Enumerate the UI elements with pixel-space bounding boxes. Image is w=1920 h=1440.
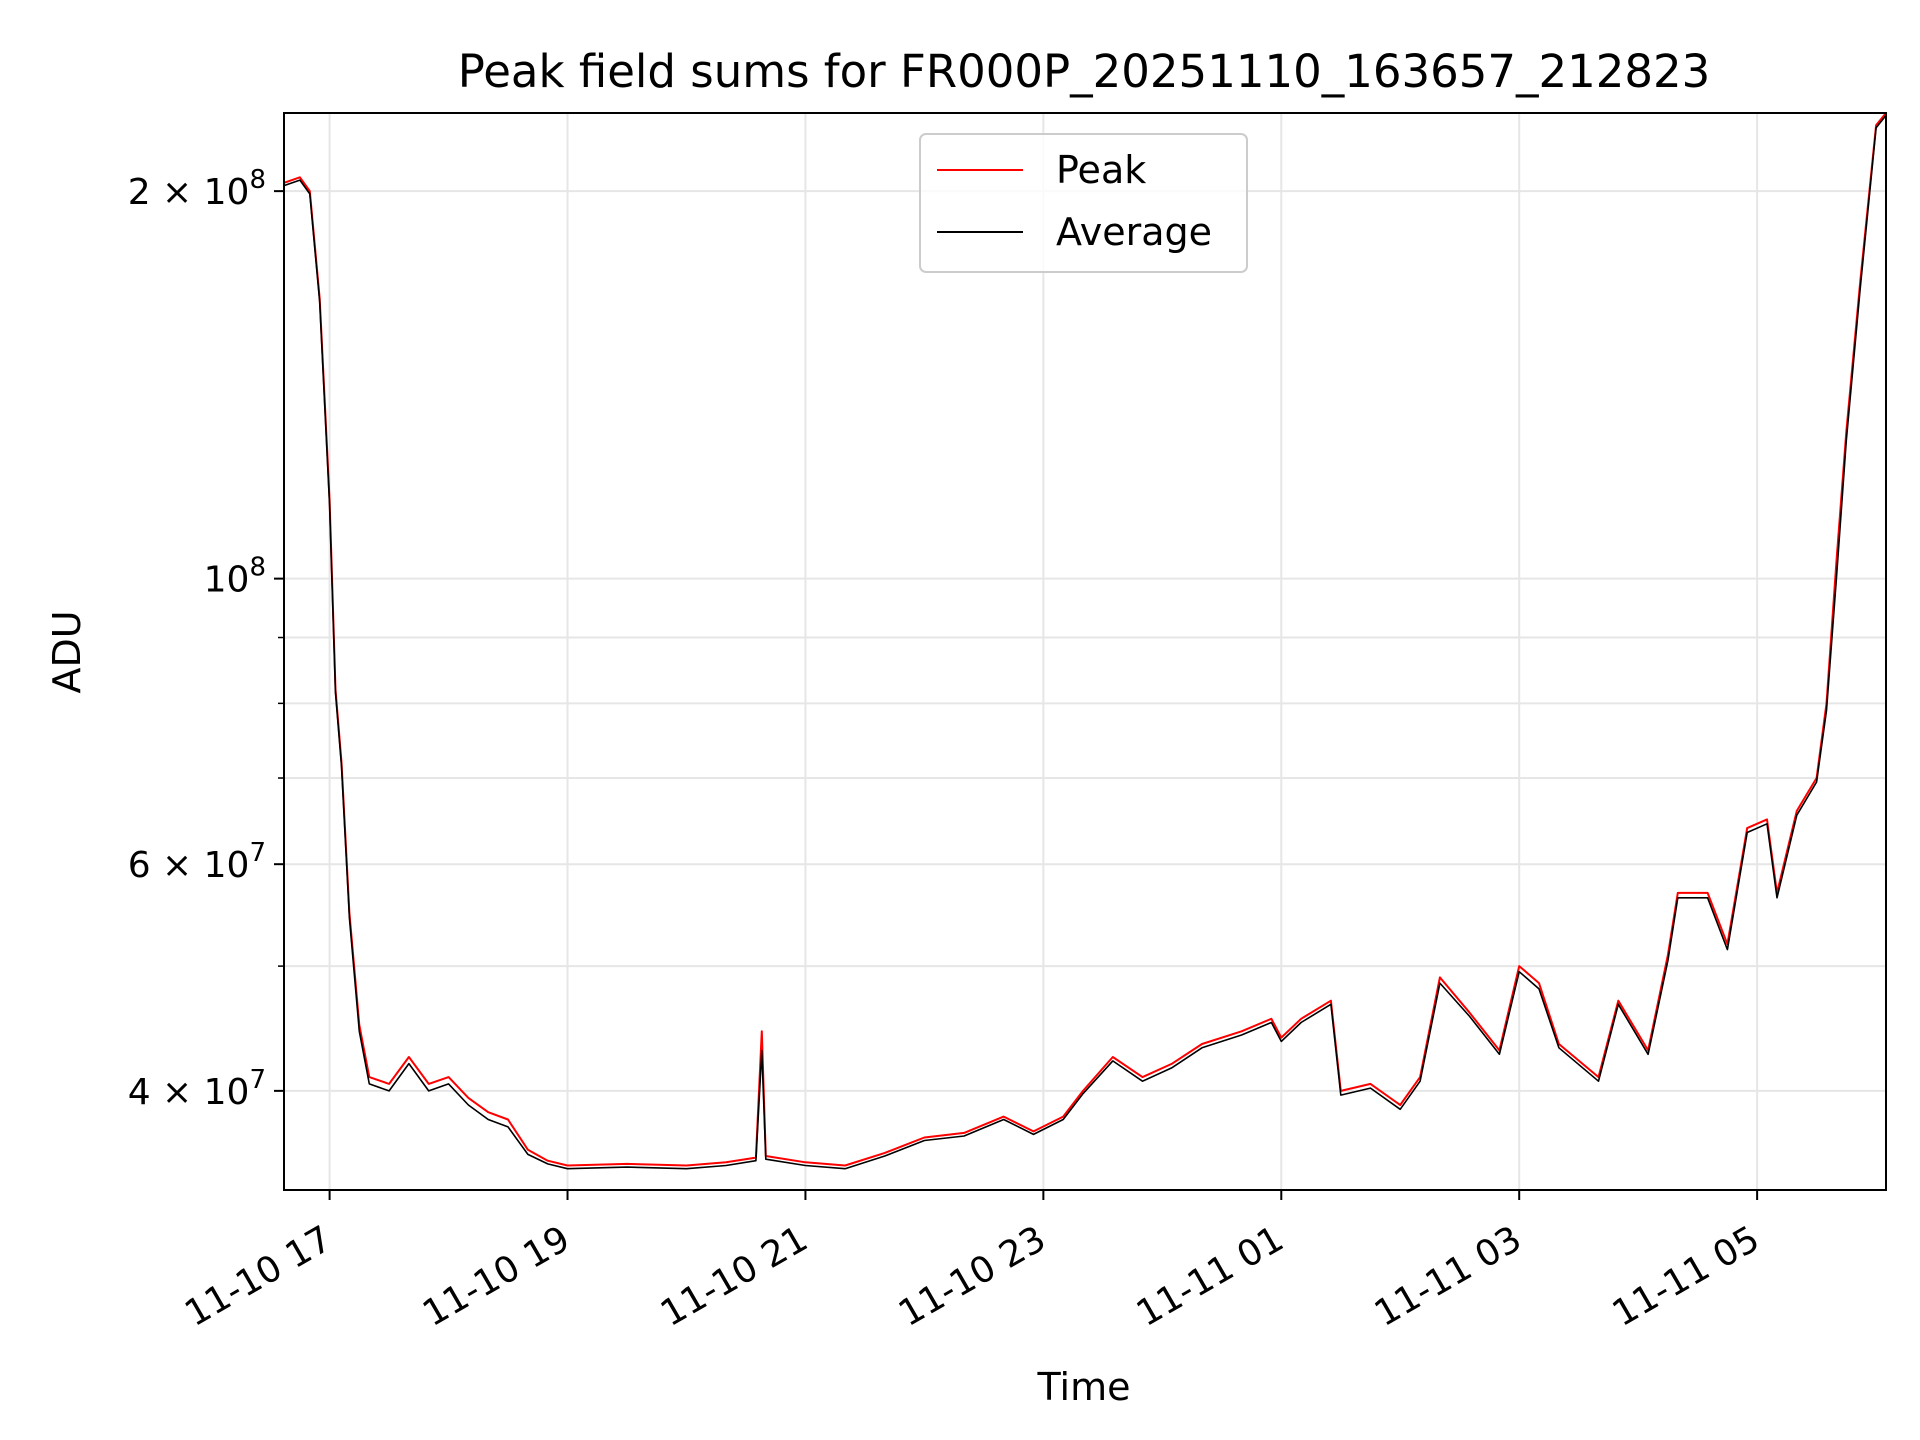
- chart-title: Peak field sums for FR000P_20251110_1636…: [458, 45, 1711, 98]
- y-tick-label: 2 × 108: [128, 165, 266, 213]
- legend-box: [919, 133, 1248, 273]
- x-axis-label: Time: [1037, 1365, 1131, 1409]
- legend-label-average: Average: [1056, 210, 1212, 254]
- y-tick-label: 6 × 107: [128, 838, 266, 886]
- legend-label-peak: Peak: [1056, 148, 1146, 192]
- y-tick-label: 4 × 107: [128, 1065, 266, 1113]
- series-line-average: [283, 114, 1887, 1170]
- series-lines: [283, 112, 1887, 1170]
- y-axis-label: ADU: [45, 610, 89, 693]
- y-axis: 4 × 107 6 × 107 108 2 × 108: [128, 165, 284, 1113]
- y-tick-label: 108: [204, 553, 266, 601]
- plot-frame: [283, 112, 1887, 1191]
- series-line-peak: [283, 112, 1887, 1167]
- legend: Peak Average: [919, 133, 1248, 273]
